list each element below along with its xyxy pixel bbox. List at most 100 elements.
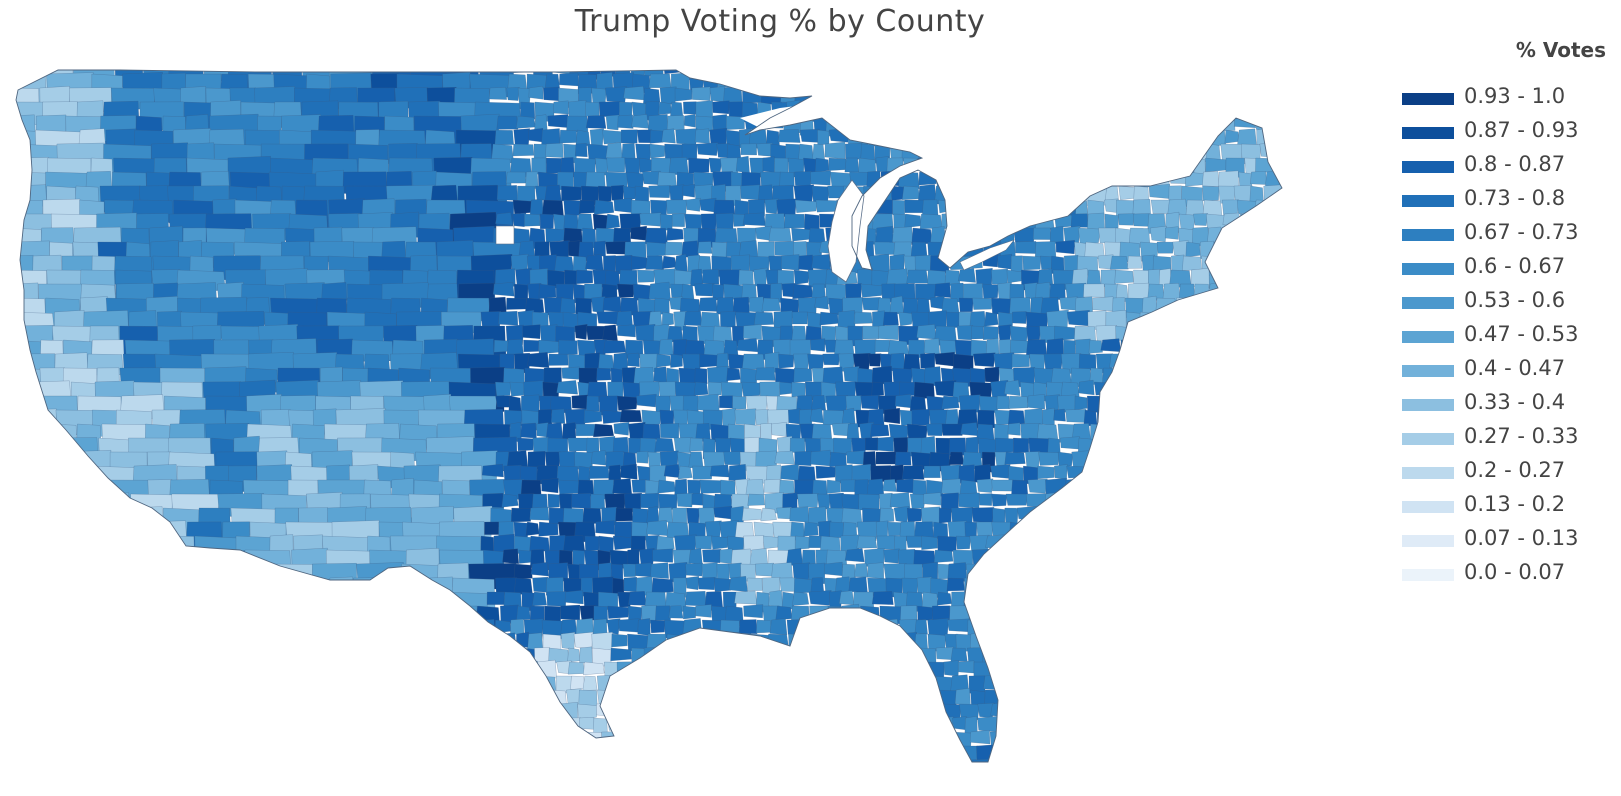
legend-item[interactable]: 0.6 - 0.67 [1390, 252, 1610, 286]
county-shape [295, 605, 338, 644]
county-shape [1065, 409, 1087, 423]
county-shape [1052, 717, 1073, 735]
county-shape [1024, 282, 1038, 300]
county-shape [650, 619, 666, 634]
county-shape [1007, 71, 1028, 86]
county-shape [1166, 563, 1187, 582]
legend-item[interactable]: 0.0 - 0.07 [1390, 558, 1610, 592]
county-shape [1107, 421, 1126, 441]
county-shape [1236, 758, 1256, 762]
legend-label: 0.33 - 0.4 [1464, 390, 1566, 414]
county-shape [1243, 87, 1257, 107]
county-shape [160, 632, 209, 673]
county-shape [984, 311, 999, 327]
county-shape [1095, 171, 1119, 186]
county-shape [971, 325, 984, 340]
county-shape [1087, 395, 1104, 413]
county-shape [56, 591, 86, 619]
county-shape [967, 619, 987, 636]
county-shape [649, 143, 666, 159]
county-shape [699, 661, 721, 683]
county-shape [714, 227, 738, 243]
county-shape [991, 521, 1012, 536]
county-shape [664, 241, 684, 256]
county-shape [1052, 703, 1070, 722]
legend-item[interactable]: 0.67 - 0.73 [1390, 218, 1610, 252]
county-shape [1280, 129, 1282, 142]
county-shape [1154, 310, 1169, 331]
legend-item[interactable]: 0.53 - 0.6 [1390, 286, 1610, 320]
county-shape [390, 632, 438, 667]
county-shape [523, 339, 540, 353]
county-shape [1251, 339, 1270, 360]
county-shape [849, 660, 869, 682]
legend-item[interactable]: 0.2 - 0.27 [1390, 456, 1610, 490]
county-shape [799, 633, 812, 653]
legend-item[interactable]: 0.47 - 0.53 [1390, 320, 1610, 354]
county-shape [141, 729, 178, 762]
county-shape [636, 451, 649, 464]
county-shape [1059, 605, 1076, 625]
county-shape [1118, 213, 1135, 226]
county-shape [1099, 618, 1119, 638]
county-shape [983, 101, 999, 119]
county-shape [686, 675, 705, 696]
county-shape [898, 70, 911, 81]
county-shape [1195, 367, 1216, 387]
county-shape [529, 198, 544, 217]
county-shape [760, 689, 782, 706]
county-shape [1211, 353, 1229, 376]
legend-item[interactable]: 0.07 - 0.13 [1390, 524, 1610, 558]
county-shape [312, 647, 355, 680]
legend-item[interactable]: 0.13 - 0.2 [1390, 490, 1610, 524]
county-shape [1016, 506, 1037, 521]
county-shape [763, 479, 781, 494]
county-shape [1191, 451, 1209, 470]
county-shape [1254, 199, 1275, 213]
legend-item[interactable]: 0.87 - 0.93 [1390, 116, 1610, 150]
county-shape [995, 437, 1014, 453]
county-shape [1175, 451, 1192, 472]
county-shape [694, 535, 713, 550]
county-shape [968, 185, 985, 203]
county-shape [1043, 129, 1065, 145]
county-shape [1228, 367, 1242, 386]
legend-item[interactable]: 0.93 - 1.0 [1390, 82, 1610, 116]
county-shape [789, 437, 806, 453]
county-shape [814, 101, 836, 116]
county-shape [1249, 437, 1263, 457]
legend-item[interactable]: 0.27 - 0.33 [1390, 422, 1610, 456]
county-shape [16, 520, 33, 552]
county-shape [1126, 451, 1149, 469]
county-shape [808, 758, 823, 762]
county-shape [1175, 381, 1193, 396]
county-shape [1199, 633, 1215, 654]
county-shape [568, 745, 581, 759]
county-shape [45, 576, 95, 616]
county-shape [389, 619, 414, 663]
county-shape [598, 185, 612, 203]
county-shape [531, 716, 550, 736]
county-shape [1127, 689, 1145, 709]
county-shape [666, 199, 687, 215]
county-shape [631, 255, 648, 271]
county-shape [632, 311, 652, 327]
county-shape [506, 297, 527, 310]
legend-item[interactable]: 0.33 - 0.4 [1390, 388, 1610, 422]
county-shape [724, 703, 746, 718]
county-shape [1099, 702, 1121, 724]
county-shape [998, 185, 1016, 206]
county-shape [883, 563, 907, 580]
county-shape [162, 675, 194, 717]
county-shape [920, 352, 936, 370]
county-shape [793, 184, 814, 203]
legend-item[interactable]: 0.8 - 0.87 [1390, 150, 1610, 184]
legend-item[interactable]: 0.4 - 0.47 [1390, 354, 1610, 388]
county-shape [1141, 675, 1155, 696]
county-shape [1148, 142, 1169, 162]
county-shape [605, 86, 627, 103]
county-shape [579, 605, 597, 621]
legend-item[interactable]: 0.73 - 0.8 [1390, 184, 1610, 218]
county-shape [1174, 129, 1188, 144]
